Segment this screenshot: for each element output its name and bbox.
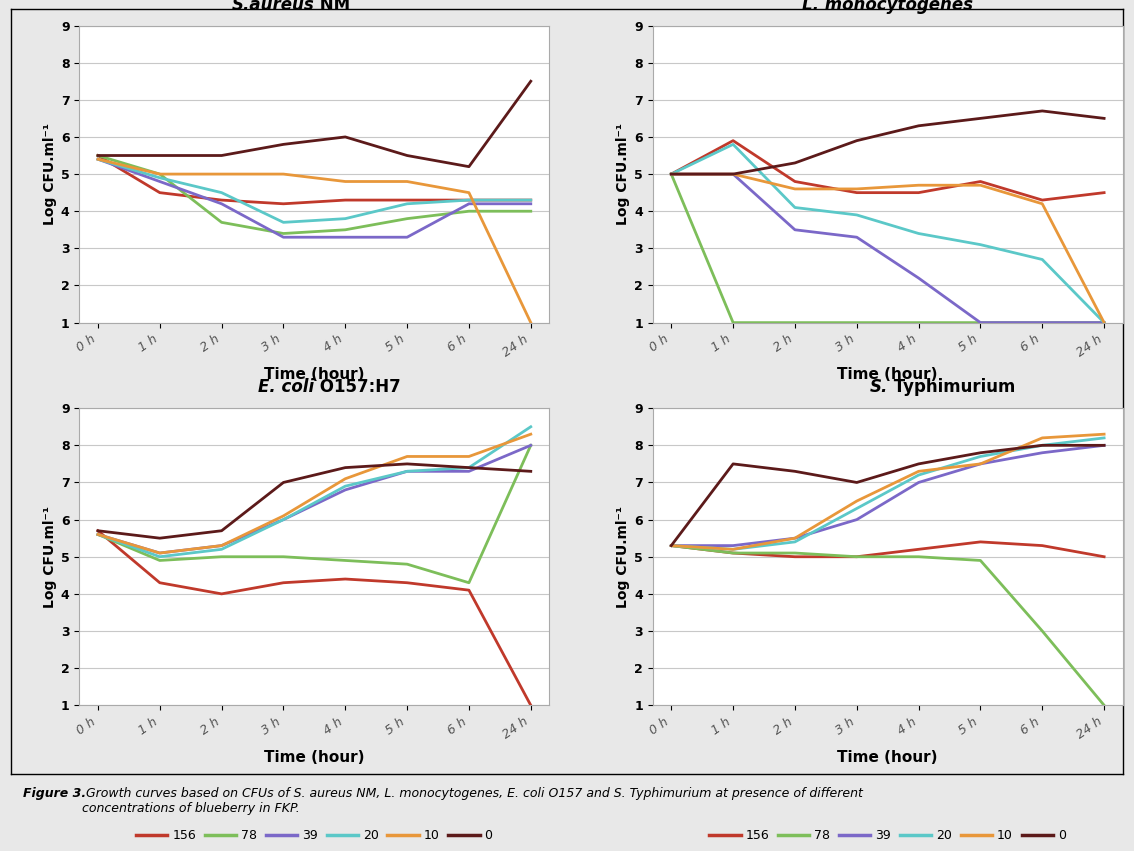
Y-axis label: Log CFU.ml⁻¹: Log CFU.ml⁻¹ [616, 123, 631, 225]
Y-axis label: Log CFU.ml⁻¹: Log CFU.ml⁻¹ [616, 505, 631, 608]
Text: NM: NM [314, 0, 350, 14]
Y-axis label: Log CFU.ml⁻¹: Log CFU.ml⁻¹ [43, 505, 57, 608]
Legend: 156, 78, 39, 20, 10, 0: 156, 78, 39, 20, 10, 0 [132, 442, 498, 465]
X-axis label: Time (hour): Time (hour) [837, 750, 938, 765]
Text: Typhimurium: Typhimurium [888, 379, 1015, 397]
Text: Growth curves based on CFUs of S. aureus NM, L. monocytogenes, E. coli O157 and : Growth curves based on CFUs of S. aureus… [82, 787, 863, 815]
Legend: 156, 78, 39, 20, 10, 0: 156, 78, 39, 20, 10, 0 [132, 825, 498, 848]
X-axis label: Time (hour): Time (hour) [264, 750, 365, 765]
X-axis label: Time (hour): Time (hour) [837, 368, 938, 382]
X-axis label: Time (hour): Time (hour) [264, 368, 365, 382]
Text: S.: S. [870, 379, 888, 397]
Text: Figure 3.: Figure 3. [23, 787, 86, 800]
Legend: 156, 78, 39, 20, 10, 0: 156, 78, 39, 20, 10, 0 [704, 442, 1070, 465]
Text: E. coli: E. coli [259, 379, 314, 397]
Legend: 156, 78, 39, 20, 10, 0: 156, 78, 39, 20, 10, 0 [704, 825, 1070, 848]
Y-axis label: Log CFU.ml⁻¹: Log CFU.ml⁻¹ [43, 123, 57, 225]
Text: L. monocytogenes: L. monocytogenes [802, 0, 973, 14]
Text: S.aureus: S.aureus [231, 0, 314, 14]
Text: O157:H7: O157:H7 [314, 379, 401, 397]
